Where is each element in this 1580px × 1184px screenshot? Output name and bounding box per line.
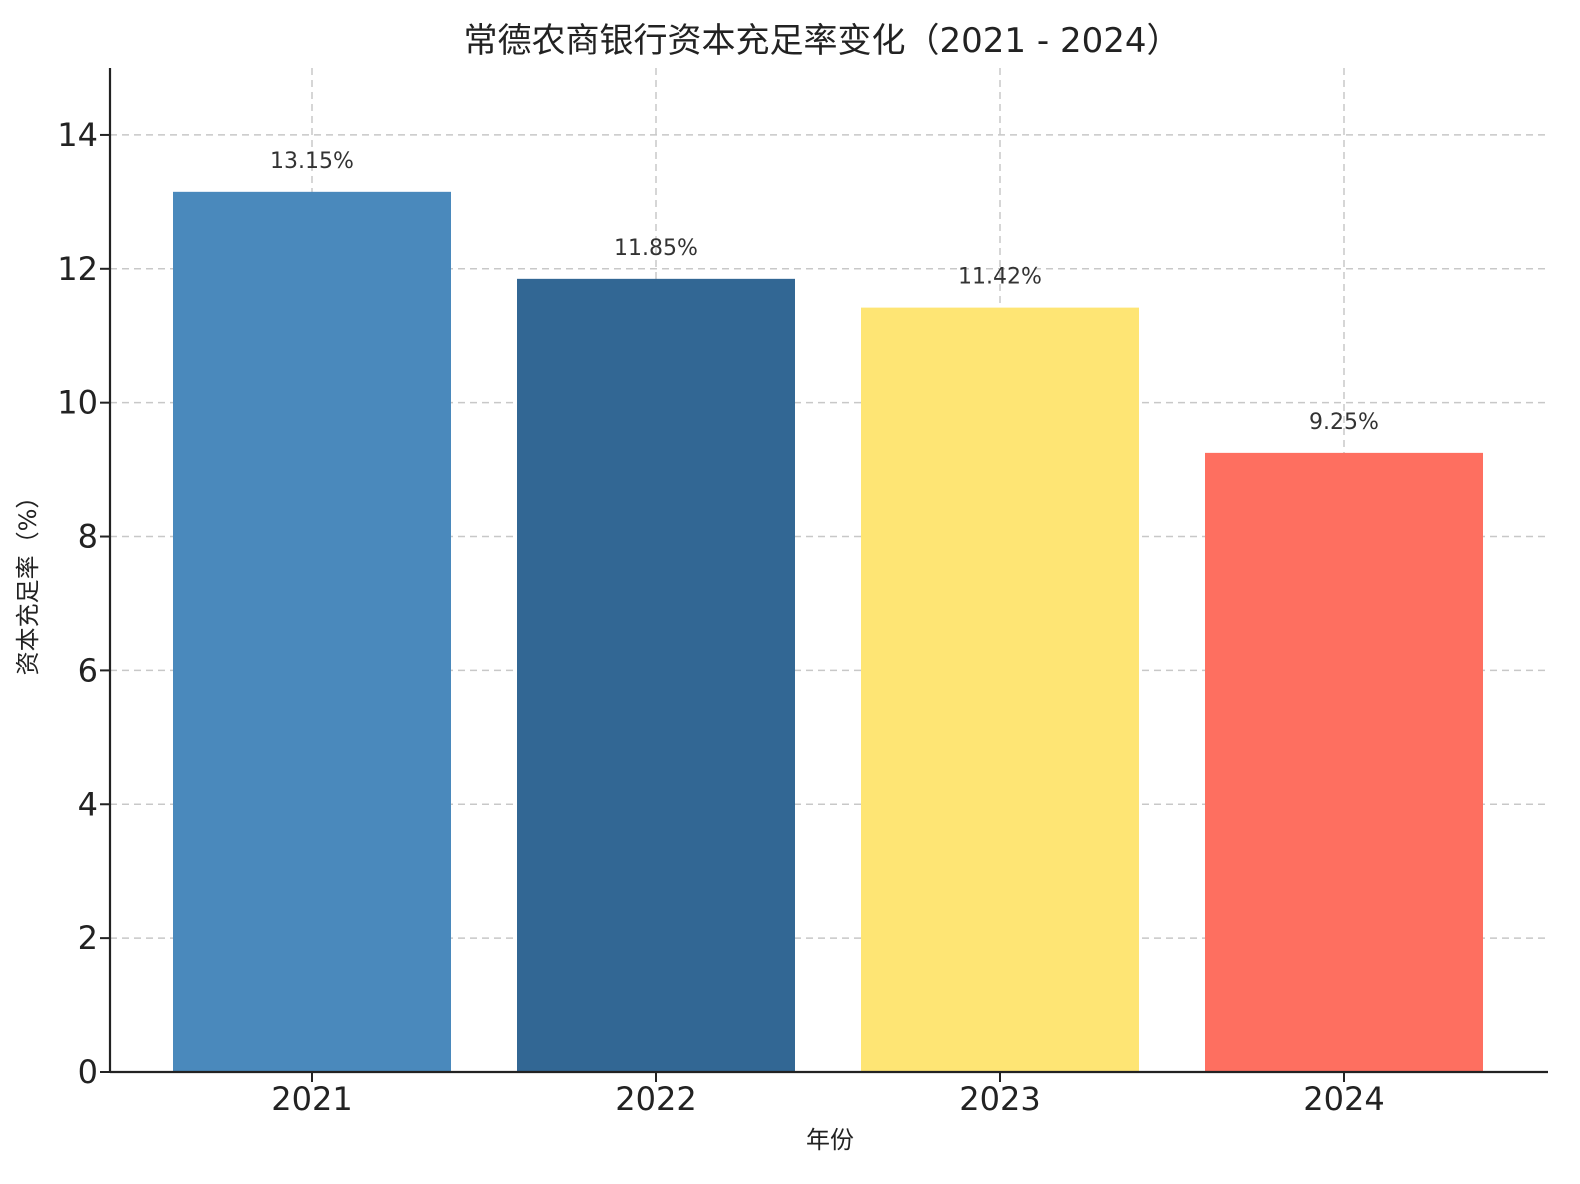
bar-2021 bbox=[173, 191, 451, 1072]
bar-layer bbox=[173, 191, 1483, 1073]
y-tick-label: 2 bbox=[78, 919, 98, 957]
x-tick-label-2022: 2022 bbox=[615, 1080, 696, 1118]
chart-title: 常德农商银行资本充足率变化（2021 - 2024） bbox=[464, 21, 1181, 61]
x-tick-label-2021: 2021 bbox=[271, 1080, 352, 1118]
x-tick-label-2024: 2024 bbox=[1303, 1080, 1384, 1118]
bar-2024 bbox=[1205, 452, 1483, 1072]
y-tick-label: 8 bbox=[78, 518, 98, 556]
data-label-2023: 11.42% bbox=[958, 265, 1042, 290]
y-tick-label: 10 bbox=[57, 384, 98, 422]
y-tick-label: 6 bbox=[78, 651, 98, 689]
data-label-2024: 9.25% bbox=[1309, 410, 1379, 435]
y-tick-label: 0 bbox=[78, 1053, 98, 1091]
axis-layer bbox=[100, 68, 1548, 1082]
y-tick-label: 12 bbox=[57, 250, 98, 288]
y-axis-label: 资本充足率（%） bbox=[14, 485, 42, 676]
data-label-2021: 13.15% bbox=[270, 149, 354, 174]
x-tick-label-2023: 2023 bbox=[959, 1080, 1040, 1118]
y-tick-label: 4 bbox=[78, 785, 98, 823]
y-tick-label: 14 bbox=[57, 116, 98, 154]
label-layer: 0 2 4 6 8 10 12 14 13.15% 2021 11.85% 2022 11.42% 202… bbox=[57, 116, 1384, 1118]
bar-2022 bbox=[517, 278, 795, 1073]
bar-2023 bbox=[861, 307, 1139, 1072]
data-label-2022: 11.85% bbox=[614, 236, 698, 261]
x-axis-label: 年份 bbox=[806, 1126, 854, 1154]
